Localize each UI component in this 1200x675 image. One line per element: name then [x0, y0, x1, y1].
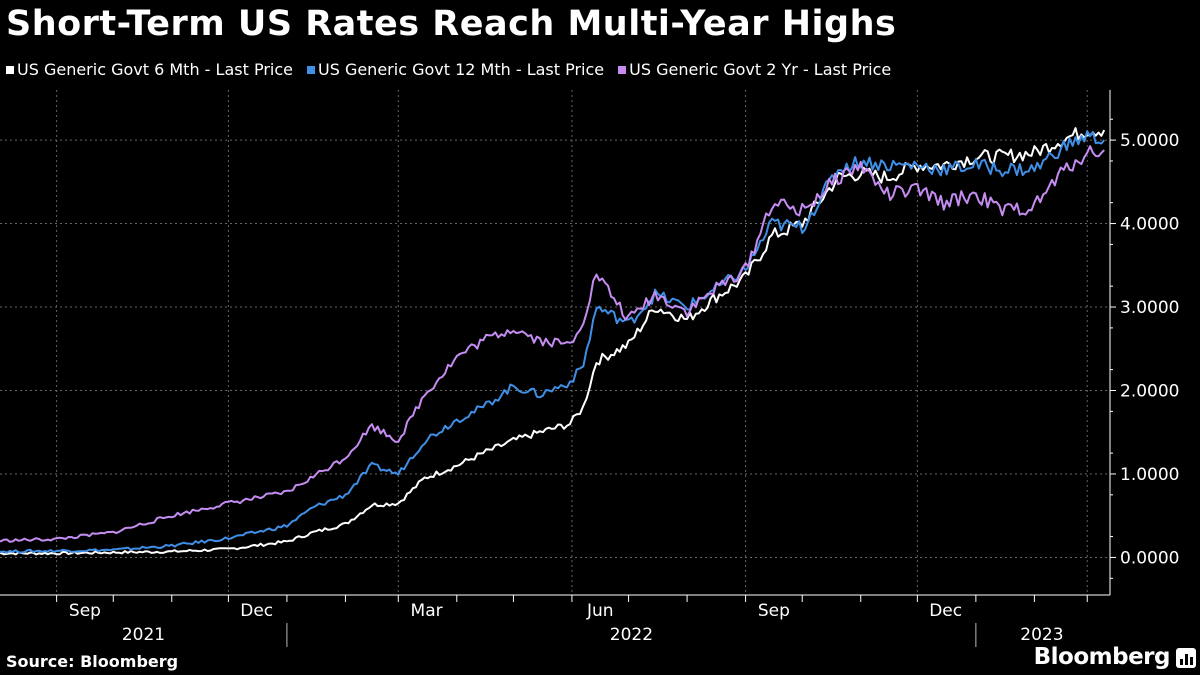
legend-swatch-6mth	[6, 65, 14, 74]
x-tick-label: Dec	[929, 601, 962, 621]
legend-label-12mth: US Generic Govt 12 Mth - Last Price	[317, 60, 605, 79]
x-tick-label: Dec	[240, 601, 273, 621]
legend-item-2yr: US Generic Govt 2 Yr - Last Price	[618, 60, 891, 79]
x-tick-label: Sep	[69, 601, 101, 621]
legend-label-2yr: US Generic Govt 2 Yr - Last Price	[629, 60, 892, 79]
x-tick-label: Jun	[586, 601, 614, 621]
y-tick-label: 4.0000	[1120, 215, 1179, 235]
y-tick-label: 0.0000	[1120, 548, 1179, 568]
x-axis: Sep Dec Mar Jun Sep Dec 2021 2022 2023	[0, 594, 1110, 647]
y-tick-label: 3.0000	[1120, 298, 1179, 318]
x-year-label: 2021	[122, 625, 165, 645]
x-tick-label: Mar	[411, 601, 443, 621]
y-tick-label: 1.0000	[1120, 465, 1179, 485]
x-year-label: 2022	[610, 625, 653, 645]
source-note: Source: Bloomberg	[6, 652, 179, 671]
legend-swatch-12mth	[306, 65, 315, 74]
y-tick-label: 5.0000	[1120, 131, 1179, 151]
y-tick-label: 2.0000	[1120, 381, 1179, 401]
y-axis: 0.0000 1.0000 2.0000 3.0000 4.0000 5.0000	[1109, 90, 1179, 595]
chart-series	[0, 127, 1106, 556]
series-line-2	[0, 145, 1105, 543]
chart-title: Short-Term US Rates Reach Multi-Year Hig…	[6, 4, 897, 44]
legend-label-6mth: US Generic Govt 6 Mth - Last Price	[17, 60, 293, 79]
series-line-1	[0, 130, 1105, 554]
bloomberg-logo: Bloomberg	[1033, 644, 1171, 670]
legend-item-12mth: US Generic Govt 12 Mth - Last Price	[306, 60, 605, 79]
series-line-0	[0, 127, 1106, 556]
bloomberg-chart-icon	[1176, 648, 1196, 668]
legend-item-6mth: US Generic Govt 6 Mth - Last Price	[6, 60, 293, 79]
legend-swatch-2yr	[618, 65, 627, 74]
x-year-label: 2023	[1020, 625, 1063, 645]
chart-grid	[0, 90, 1108, 595]
chart-legend: US Generic Govt 6 Mth - Last Price US Ge…	[6, 60, 905, 79]
x-tick-label: Sep	[758, 601, 790, 621]
